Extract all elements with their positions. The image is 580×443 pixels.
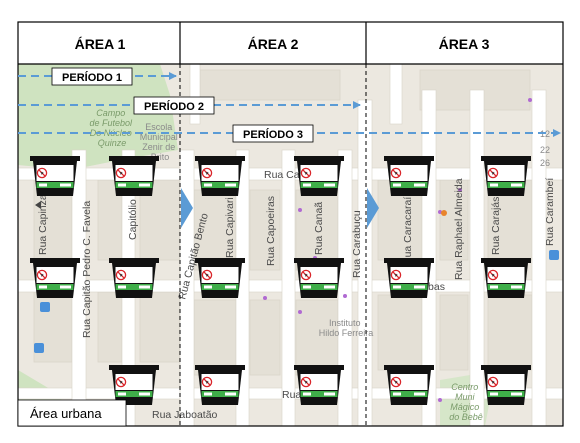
area-3-label: ÁREA 3	[439, 36, 490, 52]
poi-escola: Escola Municipal Zenir de Brito	[140, 122, 181, 162]
street-label: Rua Carajás	[490, 197, 502, 255]
mosquito-trap	[194, 257, 246, 299]
transition-arrow-2	[367, 188, 379, 228]
mosquito-trap	[29, 155, 81, 197]
mosquito-trap	[383, 155, 435, 197]
map-number: 26	[540, 158, 550, 168]
mosquito-trap	[293, 364, 345, 406]
period-arrows: PERÍODO 1 PERÍODO 2 PERÍODO 3	[18, 67, 561, 143]
transition-arrow-1	[181, 188, 193, 228]
mosquito-trap	[108, 155, 160, 197]
street-label: Rua Caru	[264, 169, 309, 181]
poi-instituto: Instituto Hildo Ferreira	[319, 318, 374, 338]
street-label: Capitólio	[127, 199, 139, 240]
mosquito-trap	[29, 257, 81, 299]
mosquito-trap	[480, 364, 532, 406]
street-label: Rua Carambeí	[544, 178, 556, 246]
period-1-label: PERÍODO 1	[62, 71, 122, 84]
map-number: 22	[540, 145, 550, 155]
area-2-label: ÁREA 2	[248, 36, 299, 52]
street-label: Rua Raphael Almeida	[453, 178, 465, 280]
mosquito-trap	[108, 364, 160, 406]
mosquito-trap	[194, 364, 246, 406]
mosquito-trap	[293, 257, 345, 299]
mosquito-trap	[194, 155, 246, 197]
street-label: Rua Caracaraí	[402, 197, 414, 265]
street-label: Rua Jaboatão	[152, 409, 218, 421]
street-label: Rua Capivari	[224, 197, 236, 258]
street-label: Rua Canaã	[313, 202, 325, 255]
street-label: Rua Capitão Pedro C. Favela	[81, 201, 93, 338]
period-2-label: PERÍODO 2	[144, 100, 204, 113]
poi-museu: Centro Muni Mágico do Bebê	[449, 382, 483, 422]
mosquito-trap	[293, 155, 345, 197]
mosquito-trap	[108, 257, 160, 299]
frame	[17, 21, 564, 427]
period-3-label: PERÍODO 3	[243, 128, 303, 141]
street-label: Rua Capinza	[37, 194, 49, 255]
street-label: Rua	[282, 389, 301, 401]
urban-area-legend: Área urbana	[17, 399, 127, 427]
street-label: Rua Carabuçu	[351, 210, 363, 278]
mosquito-trap	[480, 257, 532, 299]
urban-area-label: Área urbana	[30, 406, 102, 421]
mosquito-trap	[480, 155, 532, 197]
transition-arrows	[181, 188, 379, 228]
area-1-label: ÁREA 1	[75, 36, 126, 52]
mosquito-trap	[383, 364, 435, 406]
street-label: Rua Capoeiras	[265, 196, 277, 266]
mosquito-trap	[383, 257, 435, 299]
area-header: ÁREA 1 ÁREA 2 ÁREA 3	[18, 22, 563, 64]
